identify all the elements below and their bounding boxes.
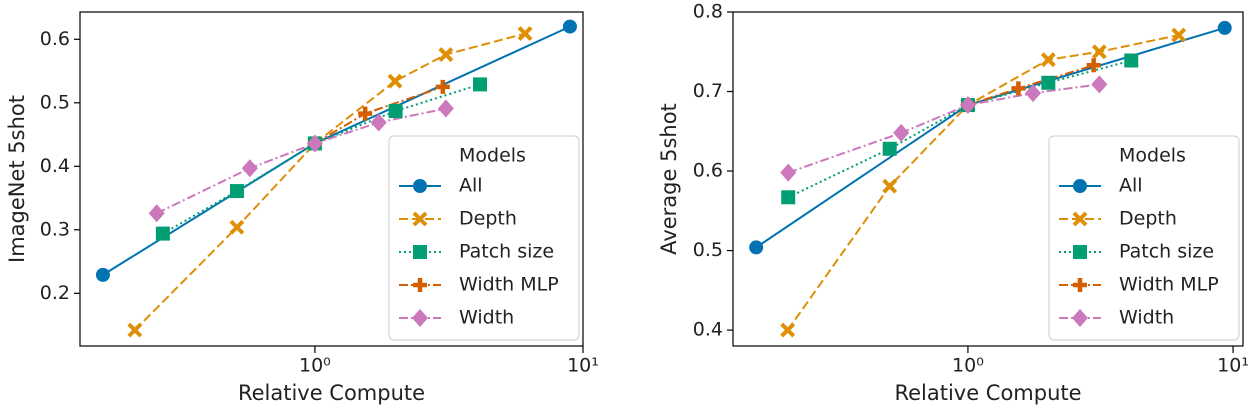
x-tick-label: 10¹ — [567, 355, 599, 377]
y-axis-label: ImageNet 5shot — [5, 95, 29, 263]
legend-label: All — [459, 175, 483, 197]
legend-marker — [412, 309, 428, 327]
data-point — [1041, 75, 1056, 90]
data-point — [882, 141, 897, 156]
legend-label: All — [1119, 175, 1143, 197]
y-tick-label: 0.4 — [40, 155, 70, 177]
data-point — [438, 47, 454, 62]
data-point — [1091, 75, 1108, 94]
legend-label: Depth — [459, 208, 517, 230]
data-point — [780, 163, 797, 182]
data-point — [1171, 27, 1187, 43]
series-line — [786, 34, 1179, 331]
y-axis-label: Average 5shot — [657, 103, 681, 255]
data-point — [1124, 53, 1139, 68]
data-point — [155, 226, 170, 241]
legend-marker — [1073, 179, 1087, 193]
data-point — [749, 240, 764, 255]
data-point — [893, 123, 910, 142]
x-axis-label: Relative Compute — [238, 381, 425, 405]
legend-marker — [413, 179, 427, 193]
plot-frame — [732, 11, 1244, 347]
data-point — [437, 99, 454, 118]
data-point — [388, 104, 403, 119]
y-tick-label: 0.5 — [693, 239, 723, 261]
data-point — [1040, 52, 1056, 68]
legend-label: Patch size — [1119, 241, 1214, 263]
legend-marker — [1072, 309, 1088, 327]
legend-label: Width MLP — [459, 274, 559, 296]
data-point — [781, 190, 796, 205]
legend-label: Width MLP — [1119, 274, 1219, 296]
legend-marker — [413, 245, 427, 259]
data-point — [1025, 84, 1042, 103]
data-point — [358, 106, 373, 121]
data-point — [148, 204, 165, 223]
legend-label: Depth — [1119, 208, 1177, 230]
data-point — [95, 267, 110, 282]
y-tick-label: 0.6 — [693, 160, 723, 182]
legend-marker — [1073, 245, 1087, 259]
data-point — [435, 79, 450, 94]
data-point — [1011, 81, 1026, 96]
x-axis-label: Relative Compute — [894, 381, 1081, 405]
legend-marker — [1073, 278, 1087, 292]
data-point — [1217, 20, 1232, 35]
y-tick-label: 0.8 — [693, 1, 723, 23]
legend-label: Width — [1119, 307, 1174, 329]
legend-marker — [412, 211, 428, 227]
data-point — [127, 322, 143, 338]
legend-marker — [1072, 211, 1088, 227]
data-point — [882, 178, 898, 194]
data-point — [241, 159, 258, 178]
legend-title: Models — [459, 145, 526, 167]
data-point — [229, 219, 245, 235]
data-point — [562, 19, 577, 34]
y-tick-label: 0.5 — [40, 91, 70, 113]
x-tick-label: 10⁰ — [952, 355, 984, 377]
y-tick-label: 0.6 — [40, 28, 70, 50]
data-point — [959, 96, 976, 115]
y-tick-label: 0.7 — [693, 80, 723, 102]
data-point — [229, 184, 244, 199]
data-point — [517, 26, 533, 42]
plot-frame — [79, 11, 584, 347]
y-tick-label: 0.3 — [40, 218, 70, 240]
y-tick-label: 0.4 — [693, 319, 723, 341]
data-point — [780, 322, 796, 338]
data-point — [370, 113, 387, 132]
x-tick-label: 10⁰ — [299, 355, 331, 377]
data-point — [473, 77, 488, 92]
data-point — [1091, 44, 1107, 60]
data-point — [1086, 58, 1101, 73]
legend-title: Models — [1119, 145, 1186, 167]
legend-label: Patch size — [459, 241, 554, 263]
x-tick-label: 10¹ — [1217, 355, 1249, 377]
y-tick-label: 0.2 — [40, 282, 70, 304]
data-point — [387, 73, 403, 89]
legend-marker — [413, 278, 427, 292]
series-line — [134, 32, 526, 331]
legend-label: Width — [459, 307, 514, 329]
data-point — [306, 134, 323, 153]
